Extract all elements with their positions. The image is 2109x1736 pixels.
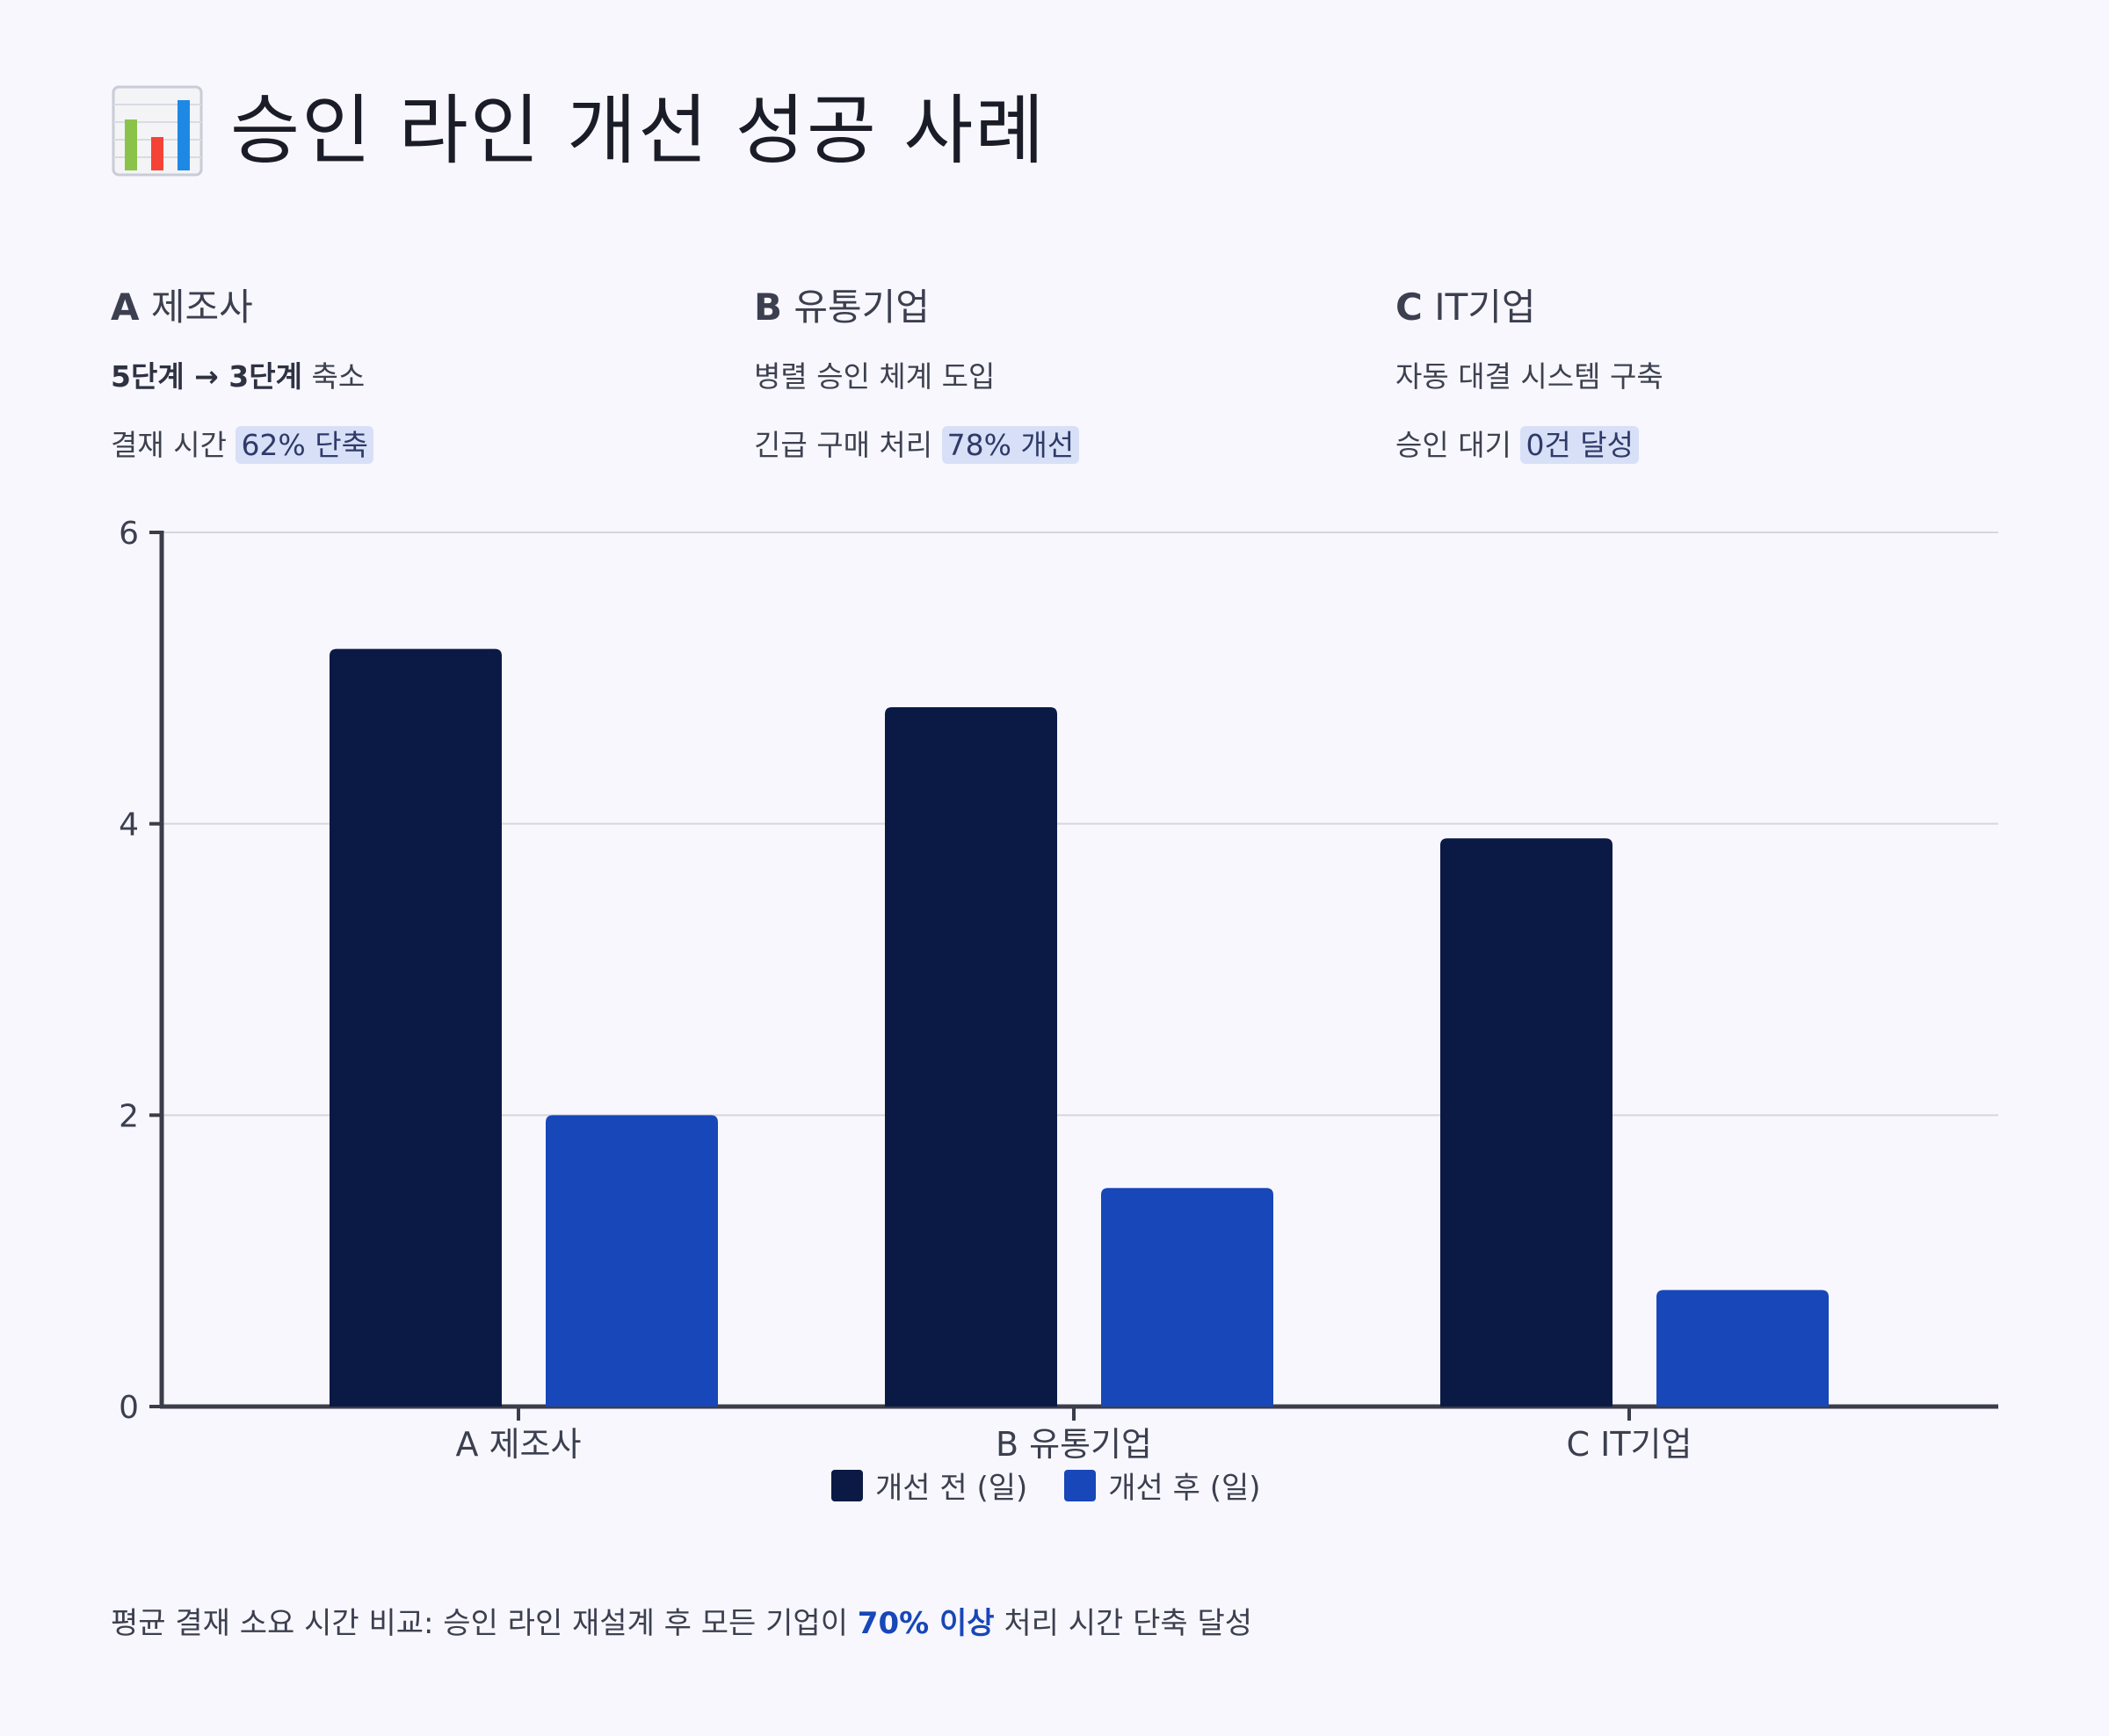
case-a-letter: A [111, 286, 140, 329]
bar-after [1101, 1188, 1273, 1407]
case-c-result-highlight: 0건 달성 [1520, 426, 1640, 464]
case-a-result: 결재 시간 62% 단축 [111, 422, 373, 464]
legend-label-after: 개선 후 (일) [1108, 1471, 1261, 1506]
case-c-heading: C IT기업 [1395, 281, 2011, 334]
bar-after [546, 1115, 718, 1407]
y-tick-label: 6 [119, 516, 139, 552]
x-tick-label: B 유통기업 [996, 1425, 1152, 1464]
case-a: A 제조사 5단계 → 3단계 축소 결재 시간 62% 단축 [111, 281, 726, 464]
case-c-letter: C [1395, 286, 1423, 329]
legend-item-after: 개선 후 (일) [1064, 1464, 1261, 1507]
case-a-change-rest: 축소 [311, 359, 366, 394]
case-b-letter: B [754, 286, 783, 329]
y-tick-label: 4 [119, 807, 139, 843]
case-c-result-prefix: 승인 대기 [1395, 428, 1511, 462]
x-tick-label: C IT기업 [1567, 1425, 1692, 1464]
footer-note: 평균 결재 소요 시간 비교: 승인 라인 재설계 후 모든 기업이 70% 이… [111, 1599, 1252, 1642]
bar-after [1656, 1290, 1829, 1407]
footer-suffix: 처리 시간 단축 달성 [1004, 1606, 1253, 1641]
case-b-result-prefix: 긴급 구매 처리 [754, 428, 933, 462]
legend-swatch-before [831, 1469, 863, 1501]
case-a-heading: A 제조사 [111, 281, 726, 334]
case-a-change: 5단계 → 3단계 축소 [111, 353, 365, 395]
bar-before [330, 648, 502, 1407]
case-a-change-steps: 5단계 → 3단계 [111, 359, 302, 394]
case-b-result-highlight: 78% 개선 [941, 426, 1080, 464]
case-b-result: 긴급 구매 처리 78% 개선 [754, 422, 1080, 464]
case-c: C IT기업 자동 대결 시스템 구축 승인 대기 0건 달성 [1395, 281, 2011, 464]
chart-legend: 개선 전 (일) 개선 후 (일) [831, 1464, 1298, 1507]
case-c-name: IT기업 [1434, 286, 1536, 329]
legend-label-before: 개선 전 (일) [875, 1471, 1028, 1506]
case-a-name: 제조사 [150, 286, 253, 329]
bar-before [885, 707, 1057, 1407]
bar-chart-icon [112, 85, 203, 177]
case-b: B 유통기업 병렬 승인 체계 도입 긴급 구매 처리 78% 개선 [754, 281, 1369, 464]
x-tick-label: A 제조사 [456, 1425, 582, 1464]
y-tick-label: 0 [119, 1390, 139, 1426]
legend-swatch-after [1064, 1469, 1097, 1501]
case-b-heading: B 유통기업 [754, 281, 1369, 334]
footer-prefix: 평균 결재 소요 시간 비교: 승인 라인 재설계 후 모든 기업이 [111, 1606, 848, 1641]
case-a-result-highlight: 62% 단축 [236, 426, 373, 464]
page-title: 승인 라인 개선 성공 사례 [111, 84, 1047, 177]
case-b-change: 병렬 승인 체계 도입 [754, 359, 996, 394]
case-c-change: 자동 대결 시스템 구축 [1395, 359, 1663, 394]
legend-item-before: 개선 전 (일) [831, 1464, 1027, 1507]
y-tick-label: 2 [119, 1098, 139, 1134]
footer-accent: 70% 이상 [857, 1606, 995, 1641]
case-c-result: 승인 대기 0건 달성 [1395, 422, 1640, 464]
case-a-result-prefix: 결재 시간 [111, 428, 227, 462]
bar-before [1440, 838, 1613, 1407]
title-text: 승인 라인 개선 성공 사례 [230, 87, 1047, 175]
case-b-name: 유통기업 [794, 286, 930, 329]
